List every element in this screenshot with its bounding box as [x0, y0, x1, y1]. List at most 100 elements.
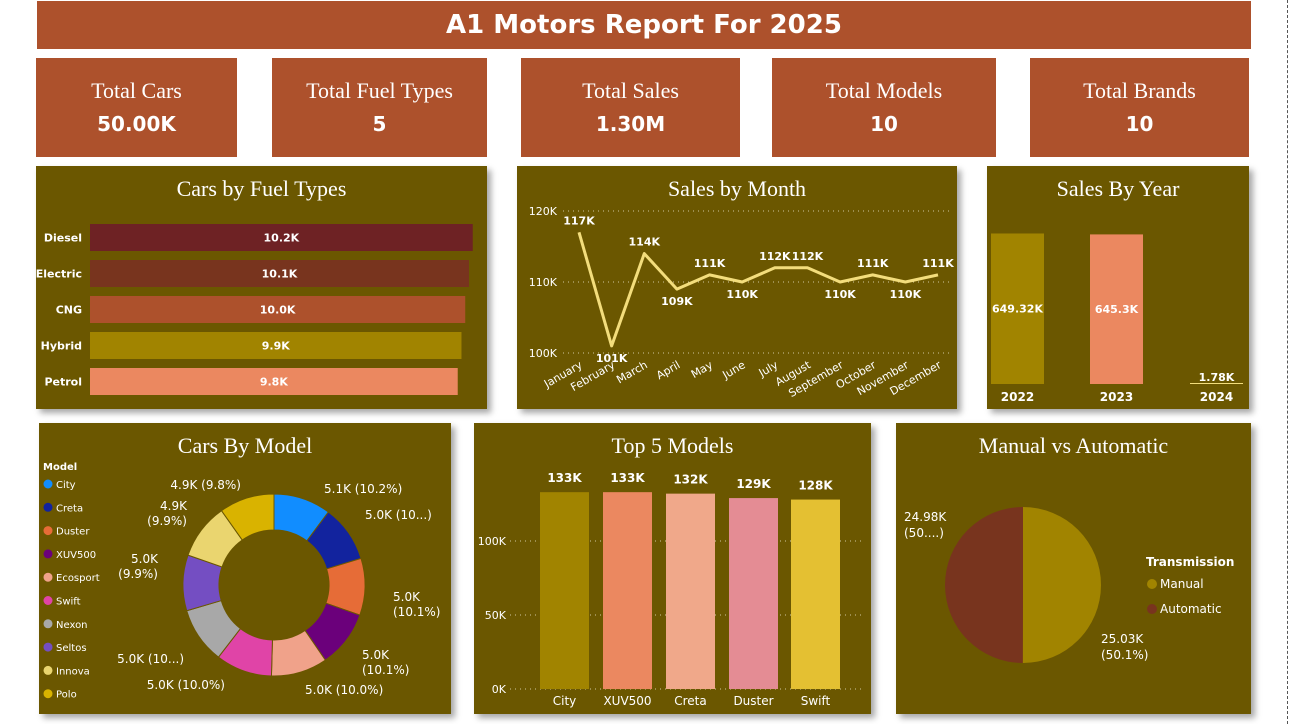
model-data-label: 5.0K (10.1%): [393, 590, 440, 619]
year-x-tick: 2022: [1001, 390, 1034, 404]
top5-bar: [603, 492, 652, 689]
year-bar: [1190, 383, 1243, 384]
panel-title: Top 5 Models: [611, 433, 734, 458]
panel-sales-by-month: Sales by Month 100K 110K 120K 117K January 10…: [517, 166, 957, 409]
kpi-value: 1.30M: [595, 112, 666, 136]
year-bar: [991, 233, 1044, 384]
top5-data-label: 129K: [736, 477, 771, 491]
month-data-label: 112K: [759, 250, 791, 263]
panel-manual-vs-automatic: Manual vs Automatic 25.03K (50.1%) 24.98K(…: [896, 423, 1251, 714]
year-bar-chart: 649.32K 2022 645.3K 2023 1.78K 2024: [991, 233, 1243, 404]
fuel-category-label: Petrol: [44, 376, 82, 389]
model-data-label: 5.0K (10...): [365, 508, 432, 522]
model-legend-swatch: [43, 479, 53, 489]
top5-x-tick: Creta: [674, 694, 707, 708]
fuel-bar: [90, 296, 466, 323]
kpi-total-brands: Total Brands 10: [1030, 58, 1249, 157]
model-legend-label: City: [56, 480, 76, 491]
month-data-label: 101K: [596, 352, 628, 365]
month-x-tick: May: [689, 358, 716, 381]
top5-bar: [666, 493, 715, 689]
fuel-category-label: CNG: [56, 304, 82, 317]
kpi-value: 10: [1125, 112, 1154, 136]
month-data-label: 111K: [857, 257, 889, 270]
trans-pie-slice: [945, 507, 1023, 663]
month-data-label: 110K: [890, 288, 922, 301]
fuel-data-label: 9.8K: [260, 376, 288, 389]
fuel-bar: [90, 260, 469, 287]
model-data-label: 5.0K (10.0%): [147, 678, 225, 692]
kpi-label: Total Cars: [91, 78, 182, 103]
trans-legend-label: Manual: [1160, 577, 1204, 591]
year-data-label: 1.78K: [1199, 371, 1235, 384]
month-data-label: 111K: [694, 257, 726, 270]
fuel-data-label: 10.2K: [264, 232, 300, 245]
report-title: A1 Motors Report For 2025: [37, 1, 1251, 49]
month-series-line: [577, 231, 939, 348]
kpi-label: Total Brands: [1083, 78, 1196, 103]
model-legend-label: Creta: [56, 503, 83, 514]
model-legend-label: Innova: [56, 666, 90, 677]
fuel-category-label: Hybrid: [41, 340, 82, 353]
year-x-tick: 2024: [1200, 390, 1233, 404]
year-x-tick: 2023: [1100, 390, 1133, 404]
kpi-label: Total Sales: [582, 78, 679, 103]
top5-data-label: 132K: [673, 473, 708, 487]
model-legend-label: Seltos: [56, 643, 87, 654]
kpi-total-models: Total Models 10: [772, 58, 996, 157]
top5-bar-chart: 0K 50K 100K 133K City 133K XUV500 132K Creta 129K…: [478, 471, 864, 708]
fuel-bar: [90, 368, 458, 395]
month-data-label: 111K: [922, 257, 954, 270]
kpi-total-sales: Total Sales 1.30M: [521, 58, 740, 157]
top5-x-tick: City: [553, 694, 577, 708]
model-legend-swatch: [43, 596, 53, 605]
fuel-bar-chart: Diesel 10.2K Electric 10.1K CNG 10.0K Hybrid 9.…: [36, 224, 473, 395]
kpi-total-fuel-types: Total Fuel Types 5: [272, 58, 487, 157]
model-donut-chart: Model City Creta Duster XUV500 Ecosport Swift N…: [43, 462, 440, 701]
month-data-label: 114K: [629, 236, 661, 249]
top5-bar: [729, 498, 778, 689]
top5-data-label: 133K: [610, 471, 645, 485]
top5-data-label: 128K: [798, 479, 833, 493]
model-data-label: 5.0K (10...): [117, 652, 184, 666]
top5-x-tick: Swift: [801, 694, 831, 708]
month-x-tick: June: [720, 358, 748, 382]
kpi-value: 10: [870, 112, 898, 136]
model-data-label: 5.1K (10.2%): [324, 482, 402, 496]
model-data-label: 5.0K (10.0%): [305, 683, 383, 697]
model-legend-title: Model: [43, 462, 77, 473]
trans-data-label: 24.98K (50....): [904, 510, 947, 540]
top5-y-tick: 50K: [485, 609, 507, 622]
kpi-value: 50.00K: [97, 112, 176, 136]
model-data-label: 4.9K (9.8%): [170, 478, 241, 492]
top5-data-label: 133K: [547, 471, 582, 485]
kpi-total-cars: Total Cars 50.00K: [36, 58, 237, 157]
model-legend-swatch: [43, 689, 53, 699]
model-legend-label: Duster: [56, 527, 90, 538]
trans-data-label: 25.03K (50.1%): [1101, 632, 1148, 662]
model-legend-label: Nexon: [56, 620, 88, 631]
year-data-label: 645.3K: [1095, 303, 1139, 316]
panel-title: Cars by Fuel Types: [176, 176, 347, 201]
panel-sales-by-year: Sales By Year 649.32K 2022 645.3K 2023 1.78K…: [987, 166, 1249, 409]
model-legend-swatch: [43, 526, 53, 536]
fuel-category-label: Diesel: [44, 232, 82, 245]
fuel-data-label: 10.0K: [260, 304, 296, 317]
model-data-label: 5.0K (10.1%): [362, 648, 409, 677]
trans-legend-swatch: [1147, 579, 1157, 589]
month-y-tick: 110K: [529, 276, 558, 289]
model-legend-swatch: [43, 665, 53, 675]
top5-y-tick: 0K: [492, 683, 507, 696]
panel-cars-by-model: Cars By Model Model City Creta Duster XUV500…: [39, 423, 451, 714]
canvas-edge: [1287, 0, 1288, 724]
trans-pie-slice: [1022, 507, 1102, 663]
trans-legend-label: Automatic: [1160, 602, 1222, 616]
month-data-label: 110K: [824, 288, 856, 301]
kpi-value: 5: [372, 112, 387, 136]
month-y-tick: 100K: [529, 347, 558, 360]
panel-top-5-models: Top 5 Models 0K 50K 100K 133K City 133K XUV500…: [474, 423, 871, 714]
top5-bar: [540, 492, 589, 689]
panel-title: Sales by Month: [667, 176, 807, 201]
month-x-tick: April: [654, 358, 682, 382]
